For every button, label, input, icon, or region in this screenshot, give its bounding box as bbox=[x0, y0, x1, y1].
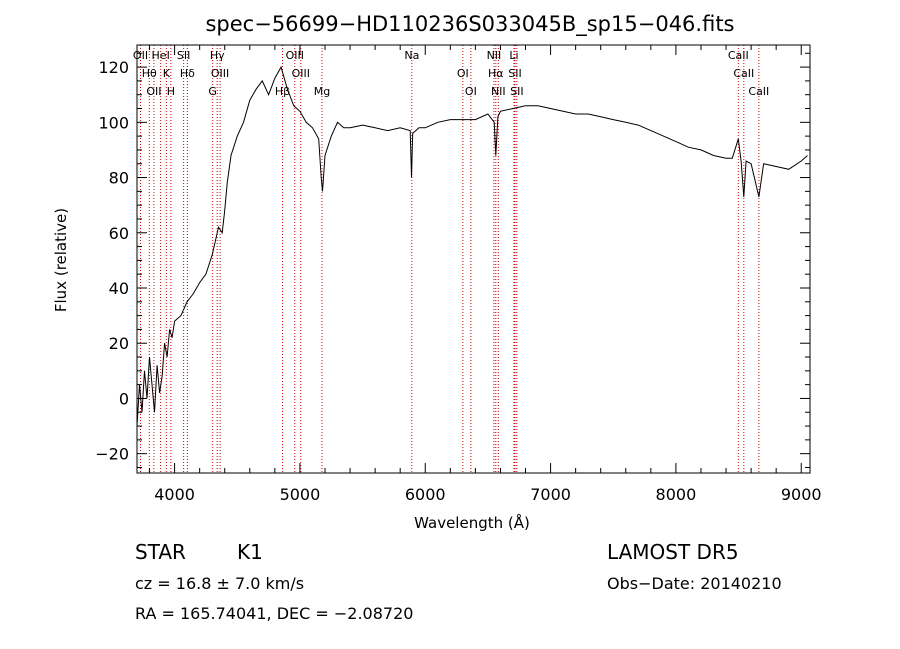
plot-frame bbox=[136, 44, 811, 474]
line-label: OI bbox=[457, 67, 469, 80]
line-label: Mg bbox=[314, 85, 330, 98]
line-label: SII bbox=[508, 67, 521, 80]
y-axis-label: Flux (relative) bbox=[52, 208, 70, 312]
y-tick-label: −20 bbox=[95, 445, 129, 464]
line-label: Hδ bbox=[180, 67, 195, 80]
line-label: OIII bbox=[286, 49, 304, 62]
observation-date: Obs−Date: 20140210 bbox=[607, 574, 782, 593]
line-label: OIII bbox=[211, 67, 229, 80]
x-tick-label: 4000 bbox=[154, 485, 195, 504]
line-label: H bbox=[167, 85, 175, 98]
spectrum-series-line bbox=[136, 65, 808, 427]
line-label: NII bbox=[487, 49, 502, 62]
line-label: Hθ bbox=[142, 67, 157, 80]
line-label: SII bbox=[177, 49, 190, 62]
x-axis-label: Wavelength (Å) bbox=[414, 513, 530, 532]
line-label: Na bbox=[404, 49, 419, 62]
y-tick-label: 80 bbox=[109, 169, 129, 188]
x-tick-label: 6000 bbox=[405, 485, 446, 504]
line-label: OIII bbox=[292, 67, 310, 80]
line-labels: OIIHθOIIHeIKHSIIHδGHγOIIIHβOIIIOIIIMgNaO… bbox=[133, 49, 769, 98]
x-tick-label: 9000 bbox=[781, 485, 822, 504]
line-label: OII bbox=[133, 49, 148, 62]
y-tick-label: 120 bbox=[98, 58, 129, 77]
line-label: NII bbox=[491, 85, 506, 98]
x-axis: 4000 5000 6000 7000 8000 9000 bbox=[149, 45, 822, 504]
survey-name: LAMOST DR5 bbox=[607, 540, 739, 564]
line-label: OII bbox=[146, 85, 161, 98]
line-label: Hα bbox=[488, 67, 504, 80]
y-tick-label: 20 bbox=[109, 334, 129, 353]
x-tick-label: 8000 bbox=[656, 485, 697, 504]
sky-coordinates: RA = 165.74041, DEC = −2.08720 bbox=[135, 604, 414, 623]
line-label: CaII bbox=[728, 49, 749, 62]
line-markers bbox=[140, 45, 760, 473]
line-label: K bbox=[163, 67, 171, 80]
chart-title: spec−56699−HD110236S033045B_sp15−046.fit… bbox=[205, 12, 734, 37]
line-label: Hβ bbox=[275, 85, 290, 98]
line-label: G bbox=[208, 85, 217, 98]
object-subclass: K1 bbox=[237, 540, 263, 564]
redshift-cz: cz = 16.8 ± 7.0 km/s bbox=[135, 574, 305, 593]
y-axis: −20 0 20 40 60 80 100 120 bbox=[95, 52, 810, 468]
line-label: CaII bbox=[733, 67, 754, 80]
line-label: HeI bbox=[152, 49, 170, 62]
y-tick-label: 100 bbox=[98, 113, 129, 132]
line-label: CaII bbox=[748, 85, 769, 98]
line-label: Li bbox=[509, 49, 518, 62]
line-label: SII bbox=[510, 85, 523, 98]
object-class: STAR bbox=[135, 540, 186, 564]
line-label: OI bbox=[465, 85, 477, 98]
line-label: Hγ bbox=[210, 49, 225, 62]
x-tick-label: 7000 bbox=[530, 485, 571, 504]
y-tick-label: 60 bbox=[109, 224, 129, 243]
y-tick-label: 0 bbox=[119, 389, 129, 408]
y-tick-label: 40 bbox=[109, 279, 129, 298]
x-tick-label: 5000 bbox=[280, 485, 321, 504]
